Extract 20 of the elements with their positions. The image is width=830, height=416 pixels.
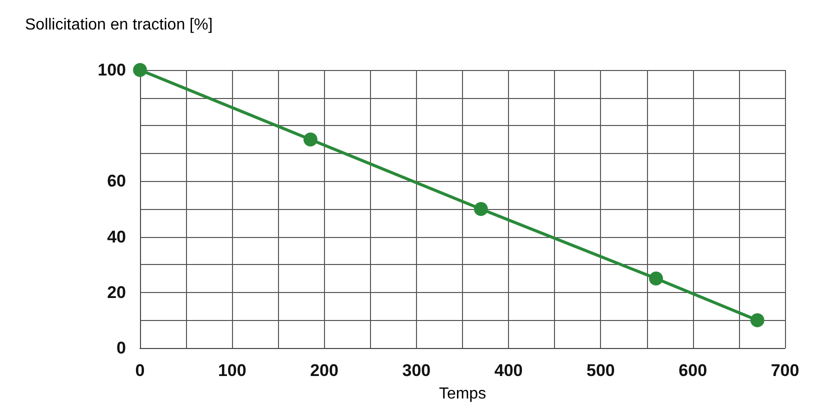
y-tick-label: 100: [98, 60, 126, 80]
chart-title: Sollicitation en traction [%]: [25, 16, 213, 34]
y-tick-label: 20: [107, 282, 126, 302]
x-tick-label: 300: [402, 361, 431, 380]
x-tick-label: 400: [494, 361, 523, 380]
point: [133, 63, 147, 77]
y-tick-label: 0: [116, 338, 126, 358]
x-tick-label: 700: [770, 361, 800, 380]
point: [750, 313, 764, 328]
point: [649, 272, 663, 286]
x-tick-label: 0: [135, 361, 145, 380]
y-tick-label: 60: [107, 172, 126, 191]
point: [474, 202, 488, 216]
x-tick-label: 600: [678, 361, 708, 380]
x-axis-title: Temps: [438, 386, 486, 402]
point: [303, 132, 318, 146]
x-tick-label: 100: [218, 361, 246, 380]
x-tick-label: 200: [310, 361, 338, 380]
y-tick-label: 40: [107, 227, 126, 246]
x-tick-label: 500: [586, 361, 615, 380]
